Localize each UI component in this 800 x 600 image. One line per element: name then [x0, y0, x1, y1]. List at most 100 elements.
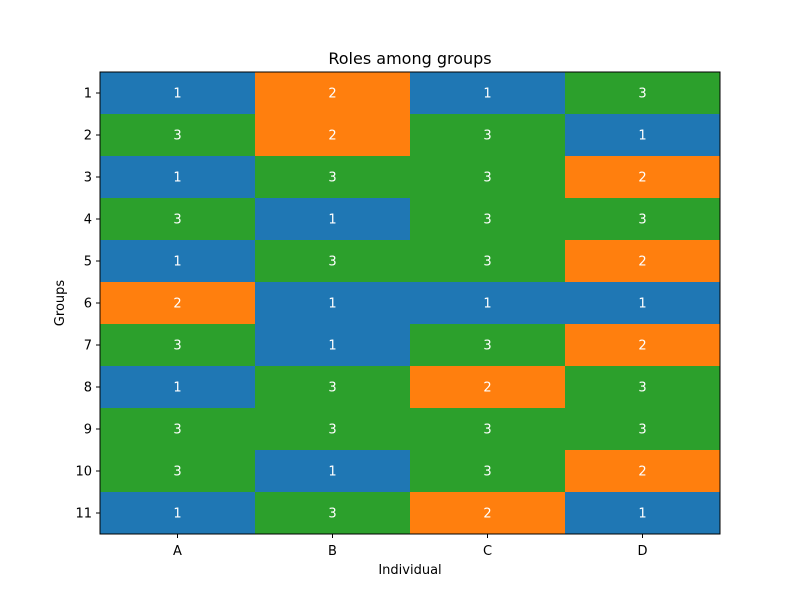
heatmap-cell: [565, 198, 721, 241]
y-tick-label: 6: [84, 297, 92, 312]
x-tick-label: B: [328, 544, 337, 559]
heatmap-cell: [255, 156, 411, 199]
y-tick-label: 11: [75, 507, 92, 522]
heatmap-cell: [255, 72, 411, 115]
heatmap-cell: [100, 408, 256, 451]
heatmap-cells: [100, 72, 721, 535]
heatmap-cell: [565, 408, 721, 451]
cell-value-label: 2: [638, 255, 646, 270]
y-tick-label: 9: [84, 423, 92, 438]
heatmap-cell: [100, 240, 256, 283]
cell-value-label: 1: [173, 507, 181, 522]
cell-value-label: 2: [328, 87, 336, 102]
heatmap-cell: [565, 282, 721, 325]
heatmap-cell: [255, 198, 411, 241]
heatmap-cell: [565, 72, 721, 115]
cell-value-label: 2: [173, 297, 181, 312]
cell-value-label: 2: [638, 465, 646, 480]
cell-value-label: 2: [328, 129, 336, 144]
cell-value-label: 3: [328, 507, 336, 522]
cell-value-label: 3: [483, 423, 491, 438]
heatmap-cell: [565, 240, 721, 283]
heatmap-cell: [565, 492, 721, 535]
heatmap-cell: [100, 492, 256, 535]
cell-value-label: 1: [328, 465, 336, 480]
cell-value-label: 3: [173, 129, 181, 144]
cell-value-label: 1: [638, 129, 646, 144]
heatmap-cell: [410, 408, 566, 451]
x-tick-label: A: [173, 544, 182, 559]
y-tick-label: 7: [84, 339, 92, 354]
heatmap-cell: [100, 72, 256, 115]
heatmap-cell: [100, 324, 256, 367]
heatmap-cell: [100, 282, 256, 325]
cell-value-label: 1: [328, 213, 336, 228]
cell-value-label: 1: [328, 297, 336, 312]
heatmap-cell: [255, 114, 411, 157]
cell-value-label: 3: [638, 87, 646, 102]
heatmap-cell: [255, 240, 411, 283]
heatmap-cell: [410, 492, 566, 535]
heatmap-cell: [565, 366, 721, 409]
heatmap-cell: [100, 114, 256, 157]
cell-value-label: 3: [483, 465, 491, 480]
cell-value-label: 3: [173, 465, 181, 480]
cell-value-label: 3: [483, 339, 491, 354]
heatmap-cell: [255, 450, 411, 493]
y-tick-label: 1: [84, 87, 92, 102]
x-axis-label: Individual: [378, 563, 441, 578]
heatmap-cell: [100, 450, 256, 493]
heatmap-cell: [255, 282, 411, 325]
heatmap-cell: [100, 366, 256, 409]
heatmap-cell: [410, 156, 566, 199]
cell-value-label: 3: [173, 423, 181, 438]
cell-value-label: 1: [483, 297, 491, 312]
y-tick-label: 5: [84, 255, 92, 270]
cell-value-label: 3: [328, 423, 336, 438]
heatmap-cell: [410, 366, 566, 409]
heatmap-cell: [100, 156, 256, 199]
cell-value-label: 1: [483, 87, 491, 102]
cell-value-label: 3: [328, 171, 336, 186]
cell-value-label: 2: [483, 381, 491, 396]
heatmap-cell: [255, 408, 411, 451]
y-tick-label: 4: [84, 213, 92, 228]
heatmap-cell: [565, 156, 721, 199]
cell-value-label: 3: [483, 255, 491, 270]
heatmap-cell: [255, 366, 411, 409]
cell-value-label: 2: [483, 507, 491, 522]
y-tick-label: 10: [75, 465, 92, 480]
heatmap-cell: [410, 72, 566, 115]
cell-value-label: 1: [173, 255, 181, 270]
heatmap-cell: [410, 240, 566, 283]
heatmap-cell: [410, 450, 566, 493]
heatmap-cell: [255, 324, 411, 367]
y-axis-label: Groups: [53, 280, 68, 327]
heatmap-cell: [565, 114, 721, 157]
cell-value-label: 3: [328, 381, 336, 396]
cell-value-label: 3: [173, 213, 181, 228]
heatmap-cell: [565, 324, 721, 367]
cell-value-label: 2: [638, 171, 646, 186]
cell-value-label: 1: [638, 507, 646, 522]
heatmap-cell: [565, 450, 721, 493]
heatmap-cell: [410, 282, 566, 325]
cell-value-label: 1: [173, 87, 181, 102]
y-tick-label: 3: [84, 171, 92, 186]
cell-value-label: 3: [173, 339, 181, 354]
y-tick-label: 8: [84, 381, 92, 396]
heatmap-cell: [410, 198, 566, 241]
cell-value-label: 3: [483, 213, 491, 228]
cell-value-label: 3: [638, 381, 646, 396]
heatmap-cell: [255, 492, 411, 535]
x-tick-label: C: [483, 544, 492, 559]
cell-value-label: 1: [173, 171, 181, 186]
cell-value-label: 3: [328, 255, 336, 270]
chart-title: Roles among groups: [328, 49, 491, 68]
heatmap-cell-labels: 1 2 1 3 3 2 3 1 1 3 3 2 3 1 3 3 1 3 3 2 2 1 1 1 3 1 3 2 1 3 2 3 3 3 3 3 3 1 3 2…: [173, 87, 646, 522]
cell-value-label: 3: [483, 171, 491, 186]
cell-value-label: 3: [638, 213, 646, 228]
y-axis-ticks: 1 2 3 4 5 6 7 8 9 10 11: [75, 87, 100, 522]
cell-value-label: 1: [328, 339, 336, 354]
